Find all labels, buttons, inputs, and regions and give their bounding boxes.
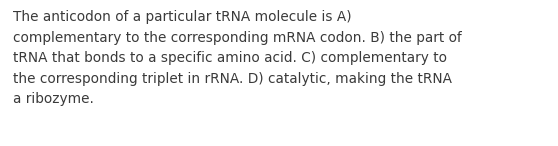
Text: The anticodon of a particular tRNA molecule is A)
complementary to the correspon: The anticodon of a particular tRNA molec…: [13, 10, 462, 106]
